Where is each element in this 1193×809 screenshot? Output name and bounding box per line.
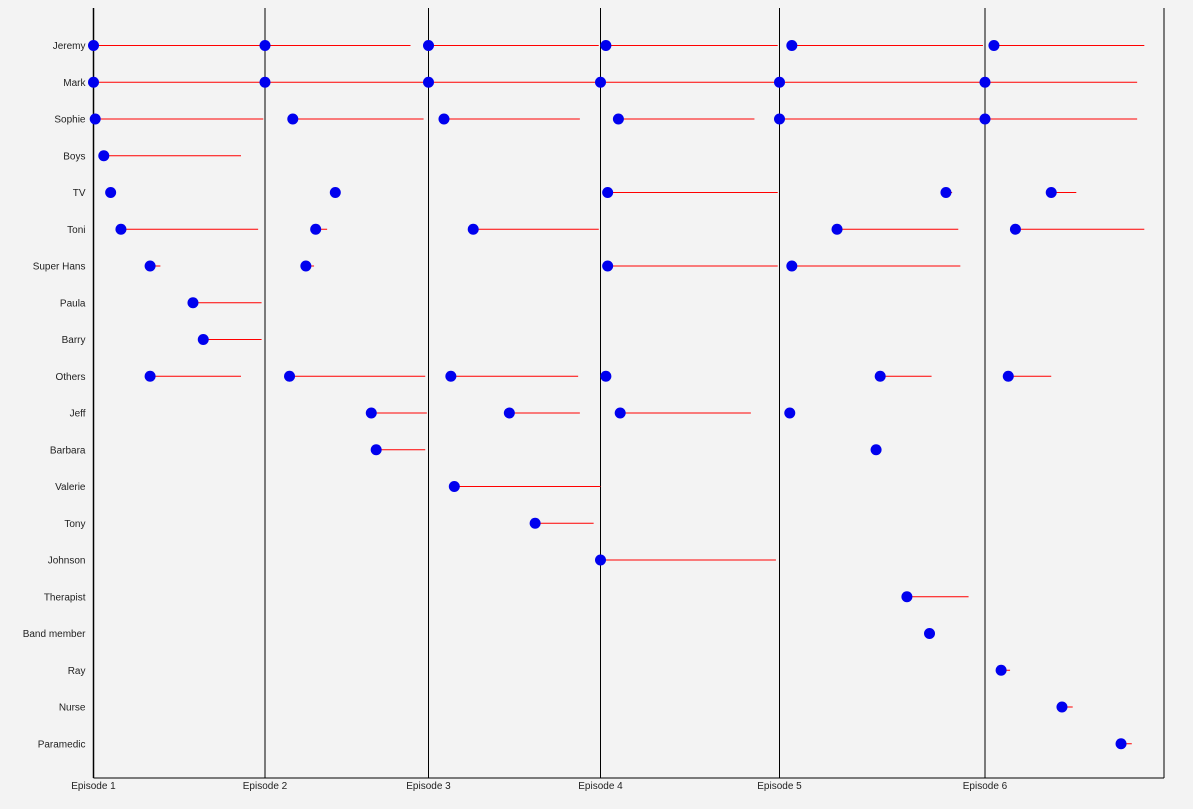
dot-mark-2[interactable]: [259, 76, 271, 88]
character-label-tony: Tony: [64, 519, 85, 530]
episode-label-2: Episode 2: [243, 781, 288, 792]
dot-super-hans-2[interactable]: [300, 260, 312, 272]
episode-label-4: Episode 4: [578, 781, 623, 792]
dot-nurse-1[interactable]: [1056, 701, 1068, 713]
dot-sophie-4[interactable]: [612, 113, 624, 125]
dot-therapist-1[interactable]: [901, 591, 913, 603]
episode-label-5: Episode 5: [757, 781, 802, 792]
episode-label-3: Episode 3: [406, 781, 451, 792]
character-label-boys: Boys: [63, 151, 85, 162]
appearance-segments: [93, 45, 1145, 745]
dot-boys-1[interactable]: [98, 150, 110, 162]
dot-toni-3[interactable]: [467, 223, 479, 235]
dot-barbara-2[interactable]: [870, 444, 882, 456]
character-label-jeff: Jeff: [70, 409, 86, 420]
dot-others-3[interactable]: [445, 370, 457, 382]
dot-mark-5[interactable]: [774, 76, 785, 88]
dot-barry-1[interactable]: [197, 334, 209, 345]
episode-label-1: Episode 1: [71, 781, 116, 792]
dot-barbara-1[interactable]: [370, 444, 382, 456]
dot-paramedic-1[interactable]: [1115, 738, 1127, 750]
character-label-johnson: Johnson: [48, 556, 86, 567]
dot-mark-4[interactable]: [595, 76, 606, 88]
character-label-tv: TV: [73, 188, 86, 199]
character-label-jeremy: Jeremy: [53, 41, 86, 52]
dot-johnson-1[interactable]: [595, 554, 606, 566]
dot-others-1[interactable]: [144, 370, 156, 382]
dot-jeff-2[interactable]: [503, 407, 515, 419]
dot-mark-6[interactable]: [979, 76, 991, 88]
dot-sophie-1[interactable]: [89, 113, 101, 125]
dot-super-hans-4[interactable]: [786, 260, 798, 272]
dot-sophie-3[interactable]: [438, 113, 450, 125]
character-label-super-hans: Super Hans: [33, 262, 86, 273]
dot-sophie-6[interactable]: [979, 113, 991, 125]
dot-tv-2[interactable]: [329, 187, 341, 198]
character-label-barry: Barry: [62, 335, 86, 346]
episode-dividers: [92, 8, 1165, 779]
dot-jeremy-2[interactable]: [259, 40, 271, 51]
character-label-ray: Ray: [68, 666, 86, 677]
dot-jeremy-5[interactable]: [786, 40, 798, 51]
dot-mark-3[interactable]: [423, 76, 434, 88]
dot-toni-1[interactable]: [115, 223, 127, 235]
episode-labels: Episode 1 Episode 2 Episode 3 Episode 4 Epis…: [71, 781, 1007, 792]
character-labels: Jeremy Mark Sophie Boys TV Toni Super Hans Paul…: [23, 41, 87, 750]
dot-valerie-1[interactable]: [448, 481, 460, 492]
character-label-paula: Paula: [60, 298, 86, 309]
dot-tv-5[interactable]: [1045, 187, 1057, 198]
character-label-others: Others: [55, 372, 85, 383]
episode-label-6: Episode 6: [963, 781, 1008, 792]
dot-paula-1[interactable]: [187, 297, 199, 309]
dot-toni-4[interactable]: [831, 223, 843, 235]
character-label-band-member: Band member: [23, 629, 86, 640]
character-label-mark: Mark: [63, 78, 86, 89]
dot-tony-1[interactable]: [529, 517, 541, 529]
dot-jeremy-4[interactable]: [600, 40, 612, 51]
character-label-sophie: Sophie: [54, 115, 86, 126]
dot-jeff-4[interactable]: [784, 407, 796, 419]
dot-tv-4[interactable]: [940, 187, 952, 198]
dot-others-5[interactable]: [874, 370, 886, 382]
dot-super-hans-1[interactable]: [144, 260, 156, 272]
dot-toni-5[interactable]: [1009, 223, 1021, 235]
dot-mark-1[interactable]: [88, 76, 99, 88]
dot-others-6[interactable]: [1002, 370, 1014, 382]
appearance-dots: [88, 40, 1127, 750]
dot-tv-3[interactable]: [602, 187, 614, 198]
dot-tv-1[interactable]: [105, 187, 117, 198]
dot-jeff-1[interactable]: [365, 407, 377, 419]
dot-toni-2[interactable]: [310, 223, 322, 235]
dot-others-2[interactable]: [284, 370, 296, 382]
character-label-barbara: Barbara: [50, 445, 86, 456]
dot-jeremy-1[interactable]: [88, 40, 99, 51]
character-label-paramedic: Paramedic: [38, 739, 86, 750]
dot-sophie-2[interactable]: [287, 113, 299, 125]
dot-super-hans-3[interactable]: [602, 260, 614, 272]
dot-jeremy-6[interactable]: [988, 40, 1000, 51]
dot-others-4[interactable]: [600, 370, 612, 382]
character-label-toni: Toni: [67, 225, 85, 236]
dot-band-member-1[interactable]: [924, 628, 936, 639]
character-label-therapist: Therapist: [44, 592, 86, 603]
dot-ray-1[interactable]: [995, 664, 1007, 676]
character-label-valerie: Valerie: [55, 482, 86, 493]
dot-jeremy-3[interactable]: [423, 40, 434, 51]
dot-sophie-5[interactable]: [774, 113, 785, 125]
character-label-nurse: Nurse: [59, 703, 86, 714]
dot-jeff-3[interactable]: [614, 407, 626, 419]
